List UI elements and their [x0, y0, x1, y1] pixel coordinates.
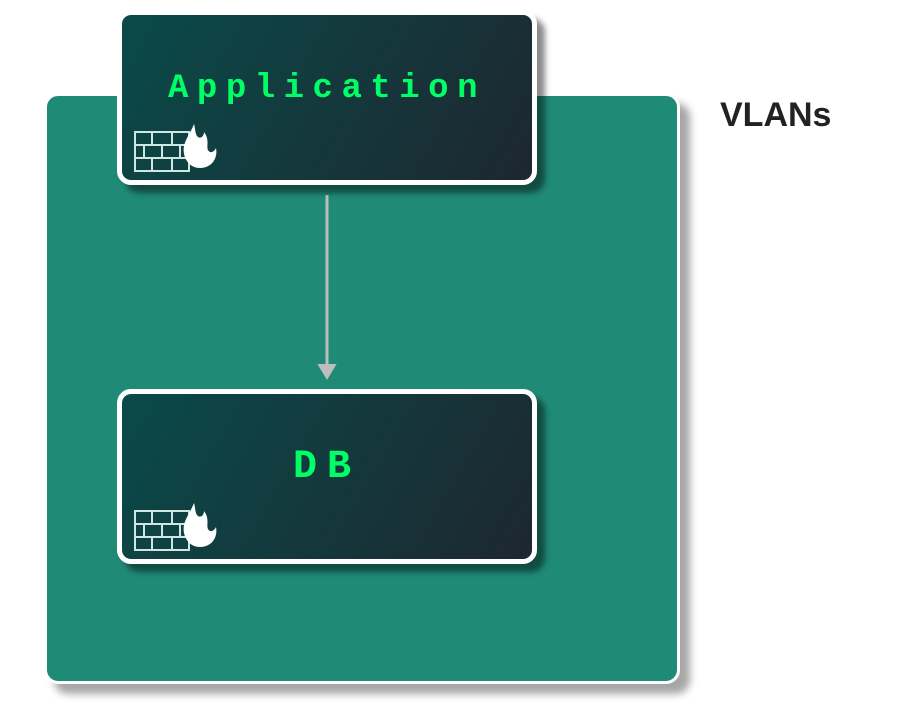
db-node: DB [117, 389, 537, 564]
arrow-application-to-db [312, 195, 342, 380]
application-node-label: Application [168, 70, 486, 108]
firewall-flame [184, 503, 217, 547]
firewall-flame [184, 124, 217, 168]
firewall-icon [134, 122, 218, 172]
application-node: Application [117, 10, 537, 185]
firewall-bricks [135, 511, 189, 550]
arrow-head [317, 364, 336, 380]
vlans-label: VLANs [720, 96, 831, 135]
db-node-label: DB [293, 445, 361, 490]
firewall-icon [134, 501, 218, 551]
firewall-bricks [135, 132, 189, 171]
